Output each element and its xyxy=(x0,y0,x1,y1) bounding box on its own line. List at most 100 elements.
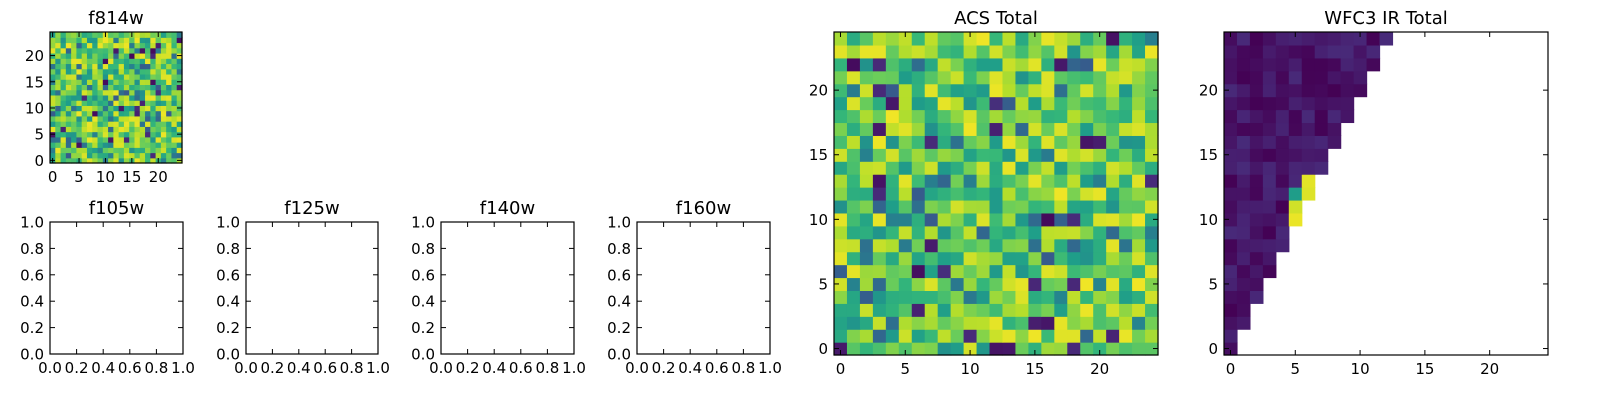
heatmap-cell xyxy=(97,152,104,159)
heatmap-cell xyxy=(118,126,125,133)
heatmap-cell xyxy=(989,57,1004,72)
heatmap-cell xyxy=(1093,135,1107,149)
heatmap-cell xyxy=(65,32,72,38)
heatmap-cell xyxy=(1249,161,1264,175)
heatmap-cell xyxy=(963,212,978,227)
heatmap-cell xyxy=(92,84,99,91)
heatmap-cell xyxy=(171,32,178,38)
heatmap-cell xyxy=(963,187,978,201)
heatmap-cell xyxy=(81,68,88,75)
heatmap-cell xyxy=(898,161,913,175)
heatmap-cell xyxy=(1093,122,1107,136)
heatmap-cell xyxy=(97,37,104,44)
heatmap-cell xyxy=(76,52,83,59)
heatmap-cell xyxy=(129,68,136,75)
panel-f105w: 0.0 0.2 0.4 0.6 0.8 1.00.00.20.40.60.81.0f105… xyxy=(20,198,195,377)
heatmap-cell xyxy=(1106,122,1120,136)
heatmap-cell xyxy=(989,122,1004,136)
heatmap-cell xyxy=(65,126,72,133)
heatmap-cell xyxy=(1093,212,1107,227)
heatmap-cell xyxy=(1236,303,1251,317)
heatmap-cell xyxy=(963,135,978,149)
heatmap-cell xyxy=(937,70,952,85)
heatmap-cell xyxy=(1041,44,1055,59)
heatmap-cell xyxy=(963,277,978,291)
heatmap-cell xyxy=(950,70,965,85)
heatmap-cell xyxy=(963,342,978,356)
heatmap-cell xyxy=(963,199,978,214)
heatmap-cell xyxy=(937,316,952,330)
heatmap-cell xyxy=(1132,187,1146,201)
heatmap-cell xyxy=(150,63,157,70)
heatmap-cell xyxy=(1132,174,1146,188)
heatmap-cell xyxy=(113,42,120,49)
heatmap-cell xyxy=(155,58,162,65)
heatmap-cell xyxy=(1145,329,1159,343)
heatmap-cell xyxy=(108,110,114,117)
heatmap-cell xyxy=(129,42,136,49)
heatmap-cell xyxy=(1119,212,1133,227)
heatmap-cell xyxy=(1353,32,1368,46)
heatmap-cell xyxy=(963,161,978,175)
heatmap-cell xyxy=(113,147,120,154)
heatmap-cell xyxy=(1224,290,1238,304)
heatmap-cell xyxy=(76,37,83,44)
heatmap-cell xyxy=(176,42,183,49)
heatmap-cell xyxy=(166,68,173,75)
heatmap-cell xyxy=(1067,32,1081,46)
heatmap-cell xyxy=(937,342,952,356)
heatmap-cell xyxy=(1093,174,1107,188)
y-tick-label: 0 xyxy=(818,340,828,358)
heatmap-cell xyxy=(160,152,167,159)
heatmap-cell xyxy=(1002,225,1017,240)
heatmap-cell xyxy=(1054,96,1068,111)
heatmap-cell xyxy=(150,131,157,138)
heatmap-cell xyxy=(81,115,88,122)
heatmap-cell xyxy=(937,303,952,317)
heatmap-cell xyxy=(911,329,926,343)
heatmap-cell xyxy=(76,47,83,54)
heatmap-cell xyxy=(50,63,56,70)
heatmap-cell xyxy=(65,147,72,154)
heatmap-cell xyxy=(97,100,104,106)
heatmap-cell xyxy=(60,37,67,44)
heatmap-cell xyxy=(55,152,62,159)
heatmap-cell xyxy=(859,212,874,227)
heatmap-cell xyxy=(55,94,62,101)
heatmap-cell xyxy=(92,131,99,138)
heatmap-cell xyxy=(834,83,848,98)
panel-title: f140w xyxy=(480,198,535,219)
heatmap-cell xyxy=(160,89,167,96)
heatmap-cell xyxy=(846,303,861,317)
heatmap-cell xyxy=(1301,135,1316,149)
heatmap-cell xyxy=(1028,212,1042,227)
heatmap-cell xyxy=(55,58,62,65)
heatmap-cell xyxy=(86,105,93,112)
heatmap-cell xyxy=(139,121,146,127)
heatmap-cell xyxy=(989,251,1004,266)
heatmap-cell xyxy=(1262,264,1277,279)
x-tick-label: 20 xyxy=(1480,360,1499,378)
heatmap-cell xyxy=(81,37,88,44)
heatmap-cell xyxy=(1041,212,1055,227)
heatmap-cell xyxy=(123,157,130,164)
heatmap-cell xyxy=(846,290,861,304)
heatmap-cell xyxy=(1080,225,1094,240)
heatmap-cell xyxy=(113,110,120,117)
heatmap-cell xyxy=(81,73,88,80)
heatmap-cell xyxy=(1015,135,1029,149)
heatmap-cell xyxy=(1041,174,1055,188)
heatmap-cell xyxy=(1080,329,1094,343)
heatmap-cell xyxy=(898,187,913,201)
heatmap-cell xyxy=(1262,83,1277,98)
panel-title: f125w xyxy=(284,198,339,219)
heatmap-cell xyxy=(1028,109,1042,124)
heatmap-cell xyxy=(176,68,183,75)
heatmap-cell xyxy=(1236,238,1251,253)
heatmap-cell xyxy=(963,70,978,85)
heatmap-cell xyxy=(963,329,978,343)
heatmap-cell xyxy=(102,136,109,143)
heatmap-cell xyxy=(1067,96,1081,111)
heatmap-cell xyxy=(60,63,67,70)
heatmap-cell xyxy=(1236,290,1251,304)
